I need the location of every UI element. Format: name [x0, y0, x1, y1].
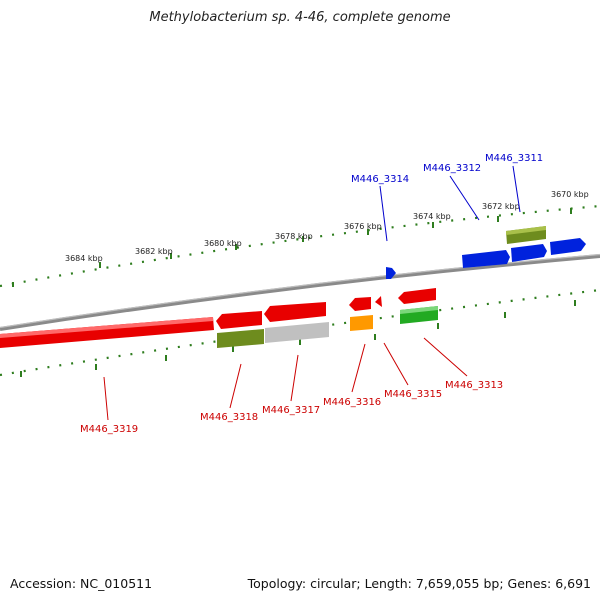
genome-backbone-highlight: [0, 253, 600, 329]
scale-label: 3678 kbp: [275, 232, 313, 241]
scale-label: 3682 kbp: [135, 247, 173, 256]
gene-label-m446-3314: M446_3314: [351, 174, 409, 185]
minus-gene-leaders: [103, 337, 468, 421]
gene-m446-3318-feature: [217, 329, 264, 348]
plus-gene-labels: M446_3314 M446_3312 M446_3311: [351, 153, 543, 185]
inner-tick-track: [0, 288, 600, 377]
scale-labels: 3684 kbp 3682 kbp 3680 kbp 3678 kbp 3676…: [65, 190, 589, 263]
scale-label: 3674 kbp: [413, 212, 451, 221]
scale-label: 3684 kbp: [65, 254, 103, 263]
gene-label-m446-3313: M446_3313: [445, 380, 503, 391]
gene-label-m446-3319: M446_3319: [80, 424, 138, 435]
genome-backbone: [0, 254, 600, 331]
gene-arrow-m446-3313: [398, 288, 436, 304]
gene-label-m446-3318: M446_3318: [200, 412, 258, 423]
plus-gene-leaders: [379, 165, 521, 242]
gene-label-m446-3311: M446_3311: [485, 153, 543, 164]
scale-label: 3676 kbp: [344, 222, 382, 231]
gene-arrow-m446-3318: [216, 311, 262, 329]
topology-text: Topology: circular; Length: 7,659,055 bp…: [247, 576, 591, 591]
gene-arrow-m446-3314: [386, 267, 396, 279]
inner-major-ticks: [20, 300, 576, 377]
gene-m446-3317-feature: [265, 322, 329, 343]
accession-text: Accession: NC_010511: [10, 576, 153, 591]
genome-title: Methylobacterium sp. 4-46, complete geno…: [149, 10, 451, 25]
gene-arrow-blue-1: [462, 250, 510, 268]
outer-major-ticks: [12, 208, 572, 287]
scale-label: 3670 kbp: [551, 190, 589, 199]
minus-strand-genes: [0, 288, 438, 348]
outer-tick-track: [0, 204, 600, 288]
minus-gene-labels: M446_3319 M446_3318 M446_3317 M446_3316 …: [80, 380, 503, 435]
gene-arrow-m446-3317: [264, 302, 326, 322]
gene-m446-3316-feature: [350, 315, 373, 331]
gene-label-m446-3316: M446_3316: [323, 397, 381, 408]
gene-arrow-small-1: [375, 296, 382, 307]
gene-label-m446-3315: M446_3315: [384, 389, 442, 400]
scale-label: 3680 kbp: [204, 239, 242, 248]
gene-m446-3311-feature-highlight: [506, 226, 546, 235]
gene-arrow-blue-2: [511, 244, 547, 262]
gene-arrow-blue-3: [550, 238, 586, 255]
gene-arrow-m446-3316: [349, 297, 371, 311]
scale-label: 3672 kbp: [482, 202, 520, 211]
plus-strand-genes: [386, 226, 586, 279]
gene-arrow-m446-3319-highlight: [0, 317, 213, 338]
gene-m446-3315-feature-highlight: [400, 306, 438, 314]
gene-label-m446-3317: M446_3317: [262, 405, 320, 416]
gene-label-m446-3312: M446_3312: [423, 163, 481, 174]
